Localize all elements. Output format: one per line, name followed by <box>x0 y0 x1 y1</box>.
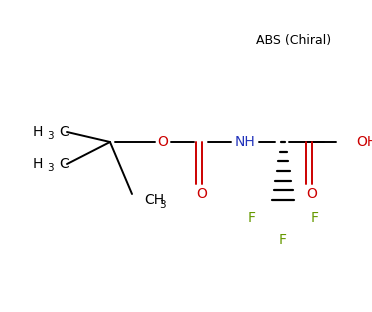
Text: OH: OH <box>356 135 372 149</box>
Text: C: C <box>59 125 69 139</box>
Text: H: H <box>33 125 43 139</box>
Text: 3: 3 <box>159 200 166 210</box>
Text: 3: 3 <box>47 131 53 141</box>
Text: F: F <box>311 211 319 225</box>
Text: ABS (Chiral): ABS (Chiral) <box>256 34 331 47</box>
Text: O: O <box>307 187 317 201</box>
Text: O: O <box>196 187 208 201</box>
Text: C: C <box>59 157 69 171</box>
Text: O: O <box>158 135 169 149</box>
Text: F: F <box>279 233 287 247</box>
Text: F: F <box>248 211 256 225</box>
Text: 3: 3 <box>47 163 53 173</box>
Text: H: H <box>33 157 43 171</box>
Text: NH: NH <box>235 135 255 149</box>
Text: CH: CH <box>144 193 164 207</box>
